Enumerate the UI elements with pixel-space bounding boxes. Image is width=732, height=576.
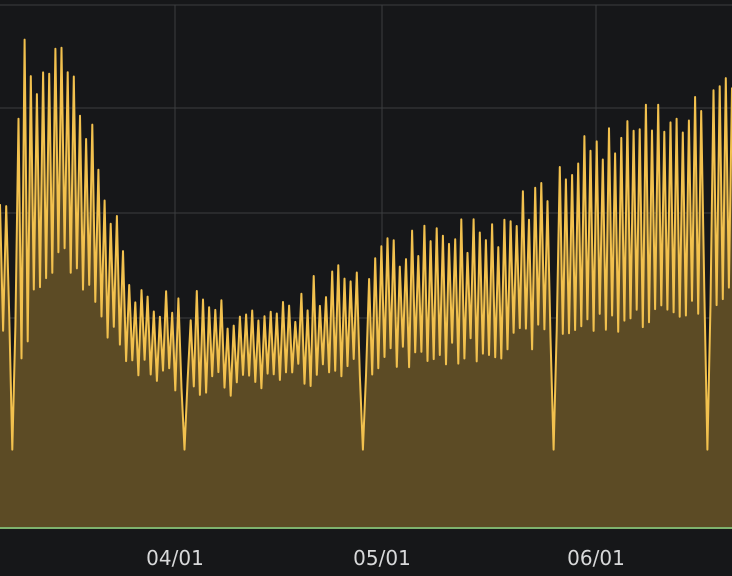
x-tick-label: 04/01 bbox=[146, 546, 204, 570]
series-area-fill bbox=[0, 39, 732, 528]
x-tick-label: 06/01 bbox=[567, 546, 625, 570]
x-tick-label: 05/01 bbox=[353, 546, 411, 570]
series-line bbox=[0, 38, 732, 451]
